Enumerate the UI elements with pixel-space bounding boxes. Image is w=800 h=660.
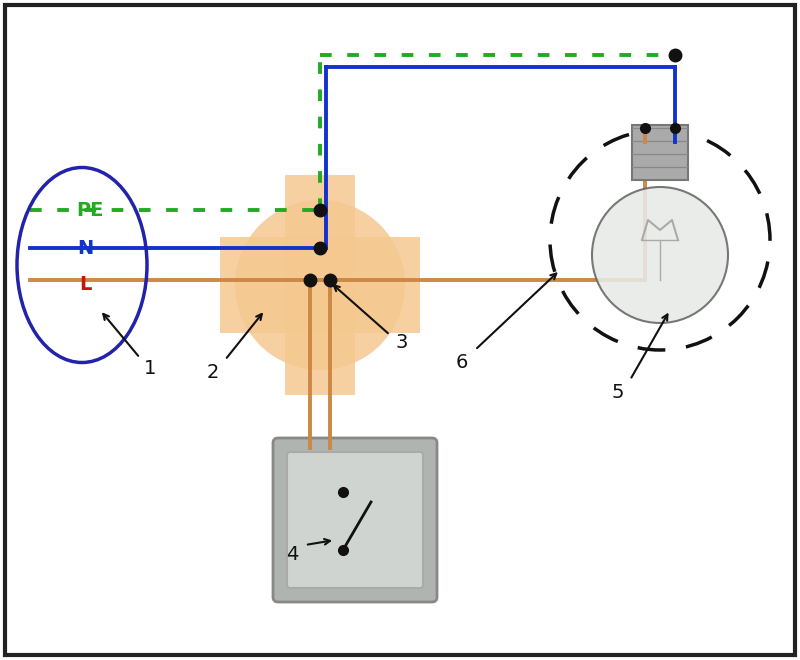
Text: 5: 5 (612, 383, 624, 403)
Text: 6: 6 (456, 352, 468, 372)
FancyBboxPatch shape (287, 452, 423, 588)
Bar (220, 237, 420, 333)
FancyBboxPatch shape (273, 438, 437, 602)
Text: L: L (79, 275, 91, 294)
Text: 1: 1 (144, 358, 156, 378)
Text: N: N (77, 238, 93, 257)
Text: 4: 4 (286, 546, 298, 564)
Bar (285, 175, 355, 395)
Bar (632, 125, 688, 180)
Text: 2: 2 (207, 362, 219, 381)
Text: 3: 3 (396, 333, 408, 352)
Circle shape (235, 200, 405, 370)
Text: PE: PE (76, 201, 104, 220)
Circle shape (592, 187, 728, 323)
